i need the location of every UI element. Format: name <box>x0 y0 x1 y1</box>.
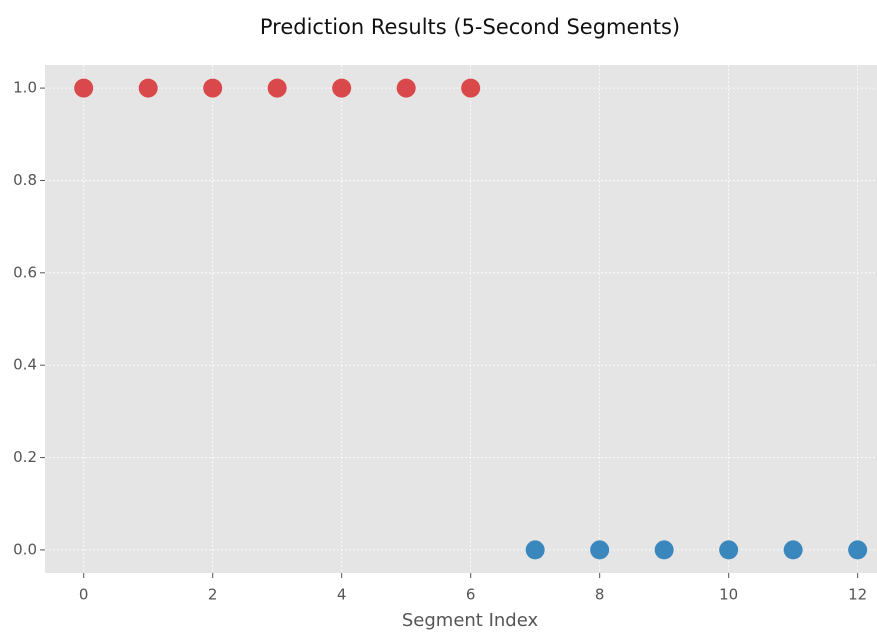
x-tick-label: 4 <box>337 586 347 604</box>
point <box>590 540 610 560</box>
point <box>783 540 803 560</box>
x-tick-label: 10 <box>719 586 738 604</box>
y-tick-label: 0.8 <box>13 171 37 189</box>
x-tick-label: 0 <box>79 586 89 604</box>
x-axis-label: Segment Index <box>402 610 539 631</box>
point <box>203 78 223 98</box>
point <box>719 540 739 560</box>
point <box>461 78 481 98</box>
point <box>74 78 94 98</box>
point <box>848 540 868 560</box>
y-tick-label: 0.0 <box>13 540 37 558</box>
x-tick-label: 8 <box>595 586 605 604</box>
x-tick-label: 6 <box>466 586 476 604</box>
point <box>138 78 158 98</box>
point <box>396 78 416 98</box>
point <box>525 540 545 560</box>
point <box>654 540 674 560</box>
y-tick-label: 0.2 <box>13 448 37 466</box>
y-tick-label: 0.6 <box>13 263 37 281</box>
chart-title: Prediction Results (5-Second Segments) <box>260 15 680 39</box>
y-tick-label: 1.0 <box>13 79 37 97</box>
point <box>332 78 352 98</box>
plot-area <box>45 65 877 573</box>
point <box>267 78 287 98</box>
x-tick-label: 12 <box>848 586 867 604</box>
x-tick-label: 2 <box>208 586 218 604</box>
y-tick-label: 0.4 <box>13 356 37 374</box>
